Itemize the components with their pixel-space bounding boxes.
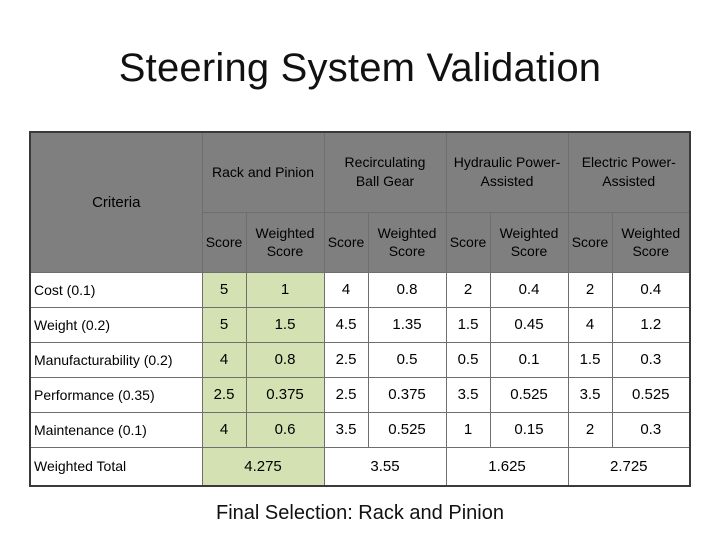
score-cell: 3.5 bbox=[323, 411, 369, 448]
weighted-score-cell: 1.35 bbox=[367, 306, 447, 343]
score-header: Score bbox=[201, 211, 247, 273]
option-header-recirculating-ball-gear: Recirculating Ball Gear bbox=[323, 131, 447, 213]
weighted-score-cell: 0.1 bbox=[489, 341, 569, 378]
score-cell: 5 bbox=[201, 271, 247, 308]
score-cell: 2.5 bbox=[323, 376, 369, 413]
score-cell: 3.5 bbox=[445, 376, 491, 413]
score-cell: 1.5 bbox=[445, 306, 491, 343]
score-cell: 4 bbox=[201, 341, 247, 378]
weighted-score-cell: 0.3 bbox=[611, 341, 691, 378]
weighted-score-cell: 0.3 bbox=[611, 411, 691, 448]
weighted-score-cell: 0.4 bbox=[489, 271, 569, 308]
criterion-label: Weight (0.2) bbox=[29, 306, 203, 343]
criterion-label: Performance (0.35) bbox=[29, 376, 203, 413]
table-row: Weight (0.2) 5 1.5 4.5 1.35 1.5 0.45 4 1… bbox=[29, 306, 691, 343]
score-cell: 1.5 bbox=[567, 341, 613, 378]
total-electric-power-assisted: 2.725 bbox=[567, 446, 691, 487]
table-row: Maintenance (0.1) 4 0.6 3.5 0.525 1 0.15… bbox=[29, 411, 691, 448]
weighted-score-cell: 1.2 bbox=[611, 306, 691, 343]
weighted-score-header: Weighted Score bbox=[611, 211, 691, 273]
weighted-score-header: Weighted Score bbox=[367, 211, 447, 273]
weighted-score-cell: 0.8 bbox=[367, 271, 447, 308]
score-cell: 2.5 bbox=[201, 376, 247, 413]
total-rack-and-pinion: 4.275 bbox=[201, 446, 325, 487]
score-cell: 4 bbox=[201, 411, 247, 448]
criterion-label: Cost (0.1) bbox=[29, 271, 203, 308]
weighted-score-cell: 1.5 bbox=[245, 306, 325, 343]
criterion-label: Maintenance (0.1) bbox=[29, 411, 203, 448]
weighted-score-cell: 0.8 bbox=[245, 341, 325, 378]
score-cell: 3.5 bbox=[567, 376, 613, 413]
page-title: Steering System Validation bbox=[118, 46, 602, 90]
criteria-header: Criteria bbox=[29, 131, 203, 273]
score-header: Score bbox=[323, 211, 369, 273]
option-header-electric-power-assisted: Electric Power-Assisted bbox=[567, 131, 691, 213]
final-selection: Final Selection: Rack and Pinion bbox=[216, 502, 504, 524]
criterion-label: Manufacturability (0.2) bbox=[29, 341, 203, 378]
weighted-score-cell: 0.525 bbox=[367, 411, 447, 448]
score-cell: 0.5 bbox=[445, 341, 491, 378]
score-cell: 2 bbox=[567, 271, 613, 308]
score-cell: 5 bbox=[201, 306, 247, 343]
weighted-score-cell: 0.15 bbox=[489, 411, 569, 448]
table-row: Manufacturability (0.2) 4 0.8 2.5 0.5 0.… bbox=[29, 341, 691, 378]
weighted-score-cell: 0.375 bbox=[245, 376, 325, 413]
weighted-score-cell: 1 bbox=[245, 271, 325, 308]
score-header: Score bbox=[445, 211, 491, 273]
total-recirculating-ball-gear: 3.55 bbox=[323, 446, 447, 487]
weighted-score-cell: 0.6 bbox=[245, 411, 325, 448]
table-row: Performance (0.35) 2.5 0.375 2.5 0.375 3… bbox=[29, 376, 691, 413]
table-row: Cost (0.1) 5 1 4 0.8 2 0.4 2 0.4 bbox=[29, 271, 691, 308]
weighted-score-header: Weighted Score bbox=[245, 211, 325, 273]
weighted-score-cell: 0.525 bbox=[611, 376, 691, 413]
weighted-score-cell: 0.45 bbox=[489, 306, 569, 343]
score-cell: 2 bbox=[445, 271, 491, 308]
weighted-total-row: Weighted Total 4.275 3.55 1.625 2.725 bbox=[29, 446, 691, 487]
weighted-score-cell: 0.375 bbox=[367, 376, 447, 413]
weighted-score-cell: 0.5 bbox=[367, 341, 447, 378]
total-hydraulic-power-assisted: 1.625 bbox=[445, 446, 569, 487]
weighted-total-label: Weighted Total bbox=[29, 446, 203, 487]
score-cell: 4.5 bbox=[323, 306, 369, 343]
weighted-score-cell: 0.525 bbox=[489, 376, 569, 413]
score-cell: 2.5 bbox=[323, 341, 369, 378]
option-header-rack-and-pinion: Rack and Pinion bbox=[201, 131, 325, 213]
score-header: Score bbox=[567, 211, 613, 273]
score-cell: 4 bbox=[323, 271, 369, 308]
score-cell: 4 bbox=[567, 306, 613, 343]
score-cell: 1 bbox=[445, 411, 491, 448]
score-cell: 2 bbox=[567, 411, 613, 448]
weighted-score-cell: 0.4 bbox=[611, 271, 691, 308]
decision-matrix: Criteria Rack and Pinion Recirculating B… bbox=[29, 131, 692, 487]
option-header-hydraulic-power-assisted: Hydraulic Power-Assisted bbox=[445, 131, 569, 213]
weighted-score-header: Weighted Score bbox=[489, 211, 569, 273]
